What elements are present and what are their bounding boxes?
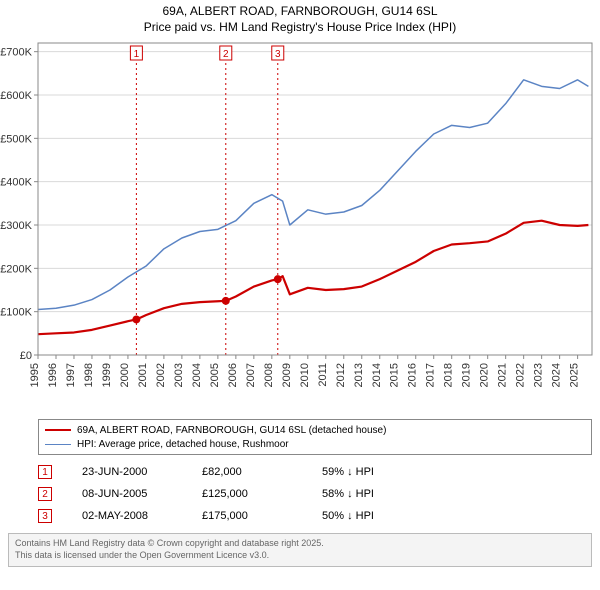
x-tick-label: 2010 bbox=[299, 363, 311, 387]
sale-pct: 58% ↓ HPI bbox=[322, 488, 374, 500]
sale-dot bbox=[222, 297, 230, 305]
x-tick-label: 2025 bbox=[569, 363, 581, 387]
x-tick-label: 2014 bbox=[371, 363, 383, 387]
x-tick-label: 2020 bbox=[479, 363, 491, 387]
x-tick-label: 2013 bbox=[353, 363, 365, 387]
sale-date: 02-MAY-2008 bbox=[82, 510, 202, 522]
x-tick-label: 2008 bbox=[263, 363, 275, 387]
attribution: Contains HM Land Registry data © Crown c… bbox=[8, 533, 592, 566]
legend-row: 69A, ALBERT ROAD, FARNBOROUGH, GU14 6SL … bbox=[45, 423, 585, 437]
sale-num-box: 1 bbox=[38, 465, 52, 479]
sale-marker-num: 2 bbox=[223, 49, 229, 60]
x-tick-label: 2021 bbox=[497, 363, 509, 387]
sale-pct: 59% ↓ HPI bbox=[322, 466, 374, 478]
sale-price: £82,000 bbox=[202, 466, 322, 478]
x-tick-label: 2001 bbox=[137, 363, 149, 387]
x-tick-label: 2003 bbox=[173, 363, 185, 387]
x-tick-label: 2011 bbox=[317, 363, 329, 387]
x-tick-label: 2016 bbox=[407, 363, 419, 387]
chart-area: £0 £100K £200K £300K £400K £500K £600K £700K 199… bbox=[0, 35, 600, 415]
title-line2: Price paid vs. HM Land Registry's House … bbox=[0, 20, 600, 36]
y-tick-label: £0 bbox=[20, 350, 32, 362]
title-line1: 69A, ALBERT ROAD, FARNBOROUGH, GU14 6SL bbox=[0, 4, 600, 20]
y-tick-label: £400K bbox=[0, 177, 32, 189]
y-tick-label: £600K bbox=[0, 90, 32, 102]
y-tick-label: £700K bbox=[0, 47, 32, 59]
x-tick-label: 1998 bbox=[83, 363, 95, 387]
attribution-line1: Contains HM Land Registry data © Crown c… bbox=[15, 538, 585, 550]
x-tick-label: 1995 bbox=[29, 363, 41, 387]
sales-table: 1 23-JUN-2000£82,00059% ↓ HPI 2 08-JUN-2005… bbox=[38, 461, 592, 527]
x-tick-label: 2023 bbox=[533, 363, 545, 387]
sale-row: 3 02-MAY-2008£175,00050% ↓ HPI bbox=[38, 505, 592, 527]
sale-pct: 50% ↓ HPI bbox=[322, 510, 374, 522]
x-tick-label: 2019 bbox=[461, 363, 473, 387]
x-tick-label: 2018 bbox=[443, 363, 455, 387]
sale-marker-num: 3 bbox=[275, 49, 281, 60]
x-tick-label: 2012 bbox=[335, 363, 347, 387]
chart-title: 69A, ALBERT ROAD, FARNBOROUGH, GU14 6SL … bbox=[0, 0, 600, 35]
sale-price: £125,000 bbox=[202, 488, 322, 500]
chart-svg: £0 £100K £200K £300K £400K £500K £600K £700K 199… bbox=[0, 35, 600, 415]
x-tick-label: 1999 bbox=[101, 363, 113, 387]
y-tick-label: £100K bbox=[0, 307, 32, 319]
sale-date: 23-JUN-2000 bbox=[82, 466, 202, 478]
x-tick-label: 2015 bbox=[389, 363, 401, 387]
sale-row: 1 23-JUN-2000£82,00059% ↓ HPI bbox=[38, 461, 592, 483]
legend-swatch bbox=[45, 429, 71, 431]
x-tick-label: 1997 bbox=[65, 363, 77, 387]
attribution-line2: This data is licensed under the Open Gov… bbox=[15, 550, 585, 562]
legend-swatch bbox=[45, 444, 71, 445]
x-tick-label: 2009 bbox=[281, 363, 293, 387]
x-tick-label: 2002 bbox=[155, 363, 167, 387]
sale-dot bbox=[132, 316, 140, 324]
x-tick-label: 2005 bbox=[209, 363, 221, 387]
sale-num-box: 3 bbox=[38, 509, 52, 523]
sale-num-box: 2 bbox=[38, 487, 52, 501]
sale-price: £175,000 bbox=[202, 510, 322, 522]
sale-date: 08-JUN-2005 bbox=[82, 488, 202, 500]
y-tick-label: £300K bbox=[0, 220, 32, 232]
x-tick-label: 2000 bbox=[119, 363, 131, 387]
x-tick-label: 2004 bbox=[191, 363, 203, 387]
x-tick-label: 2022 bbox=[515, 363, 527, 387]
y-tick-label: £200K bbox=[0, 264, 32, 276]
sale-row: 2 08-JUN-2005£125,00058% ↓ HPI bbox=[38, 483, 592, 505]
sale-dot bbox=[274, 275, 282, 283]
x-tick-label: 2006 bbox=[227, 363, 239, 387]
y-tick-label: £500K bbox=[0, 134, 32, 146]
x-tick-label: 1996 bbox=[47, 363, 59, 387]
x-tick-label: 2007 bbox=[245, 363, 257, 387]
legend-label: HPI: Average price, detached house, Rush… bbox=[77, 439, 289, 450]
legend-label: 69A, ALBERT ROAD, FARNBOROUGH, GU14 6SL … bbox=[77, 425, 386, 436]
legend: 69A, ALBERT ROAD, FARNBOROUGH, GU14 6SL … bbox=[38, 419, 592, 455]
x-tick-label: 2017 bbox=[425, 363, 437, 387]
legend-row: HPI: Average price, detached house, Rush… bbox=[45, 437, 585, 451]
sale-marker-num: 1 bbox=[134, 49, 140, 60]
x-tick-label: 2024 bbox=[551, 363, 563, 387]
